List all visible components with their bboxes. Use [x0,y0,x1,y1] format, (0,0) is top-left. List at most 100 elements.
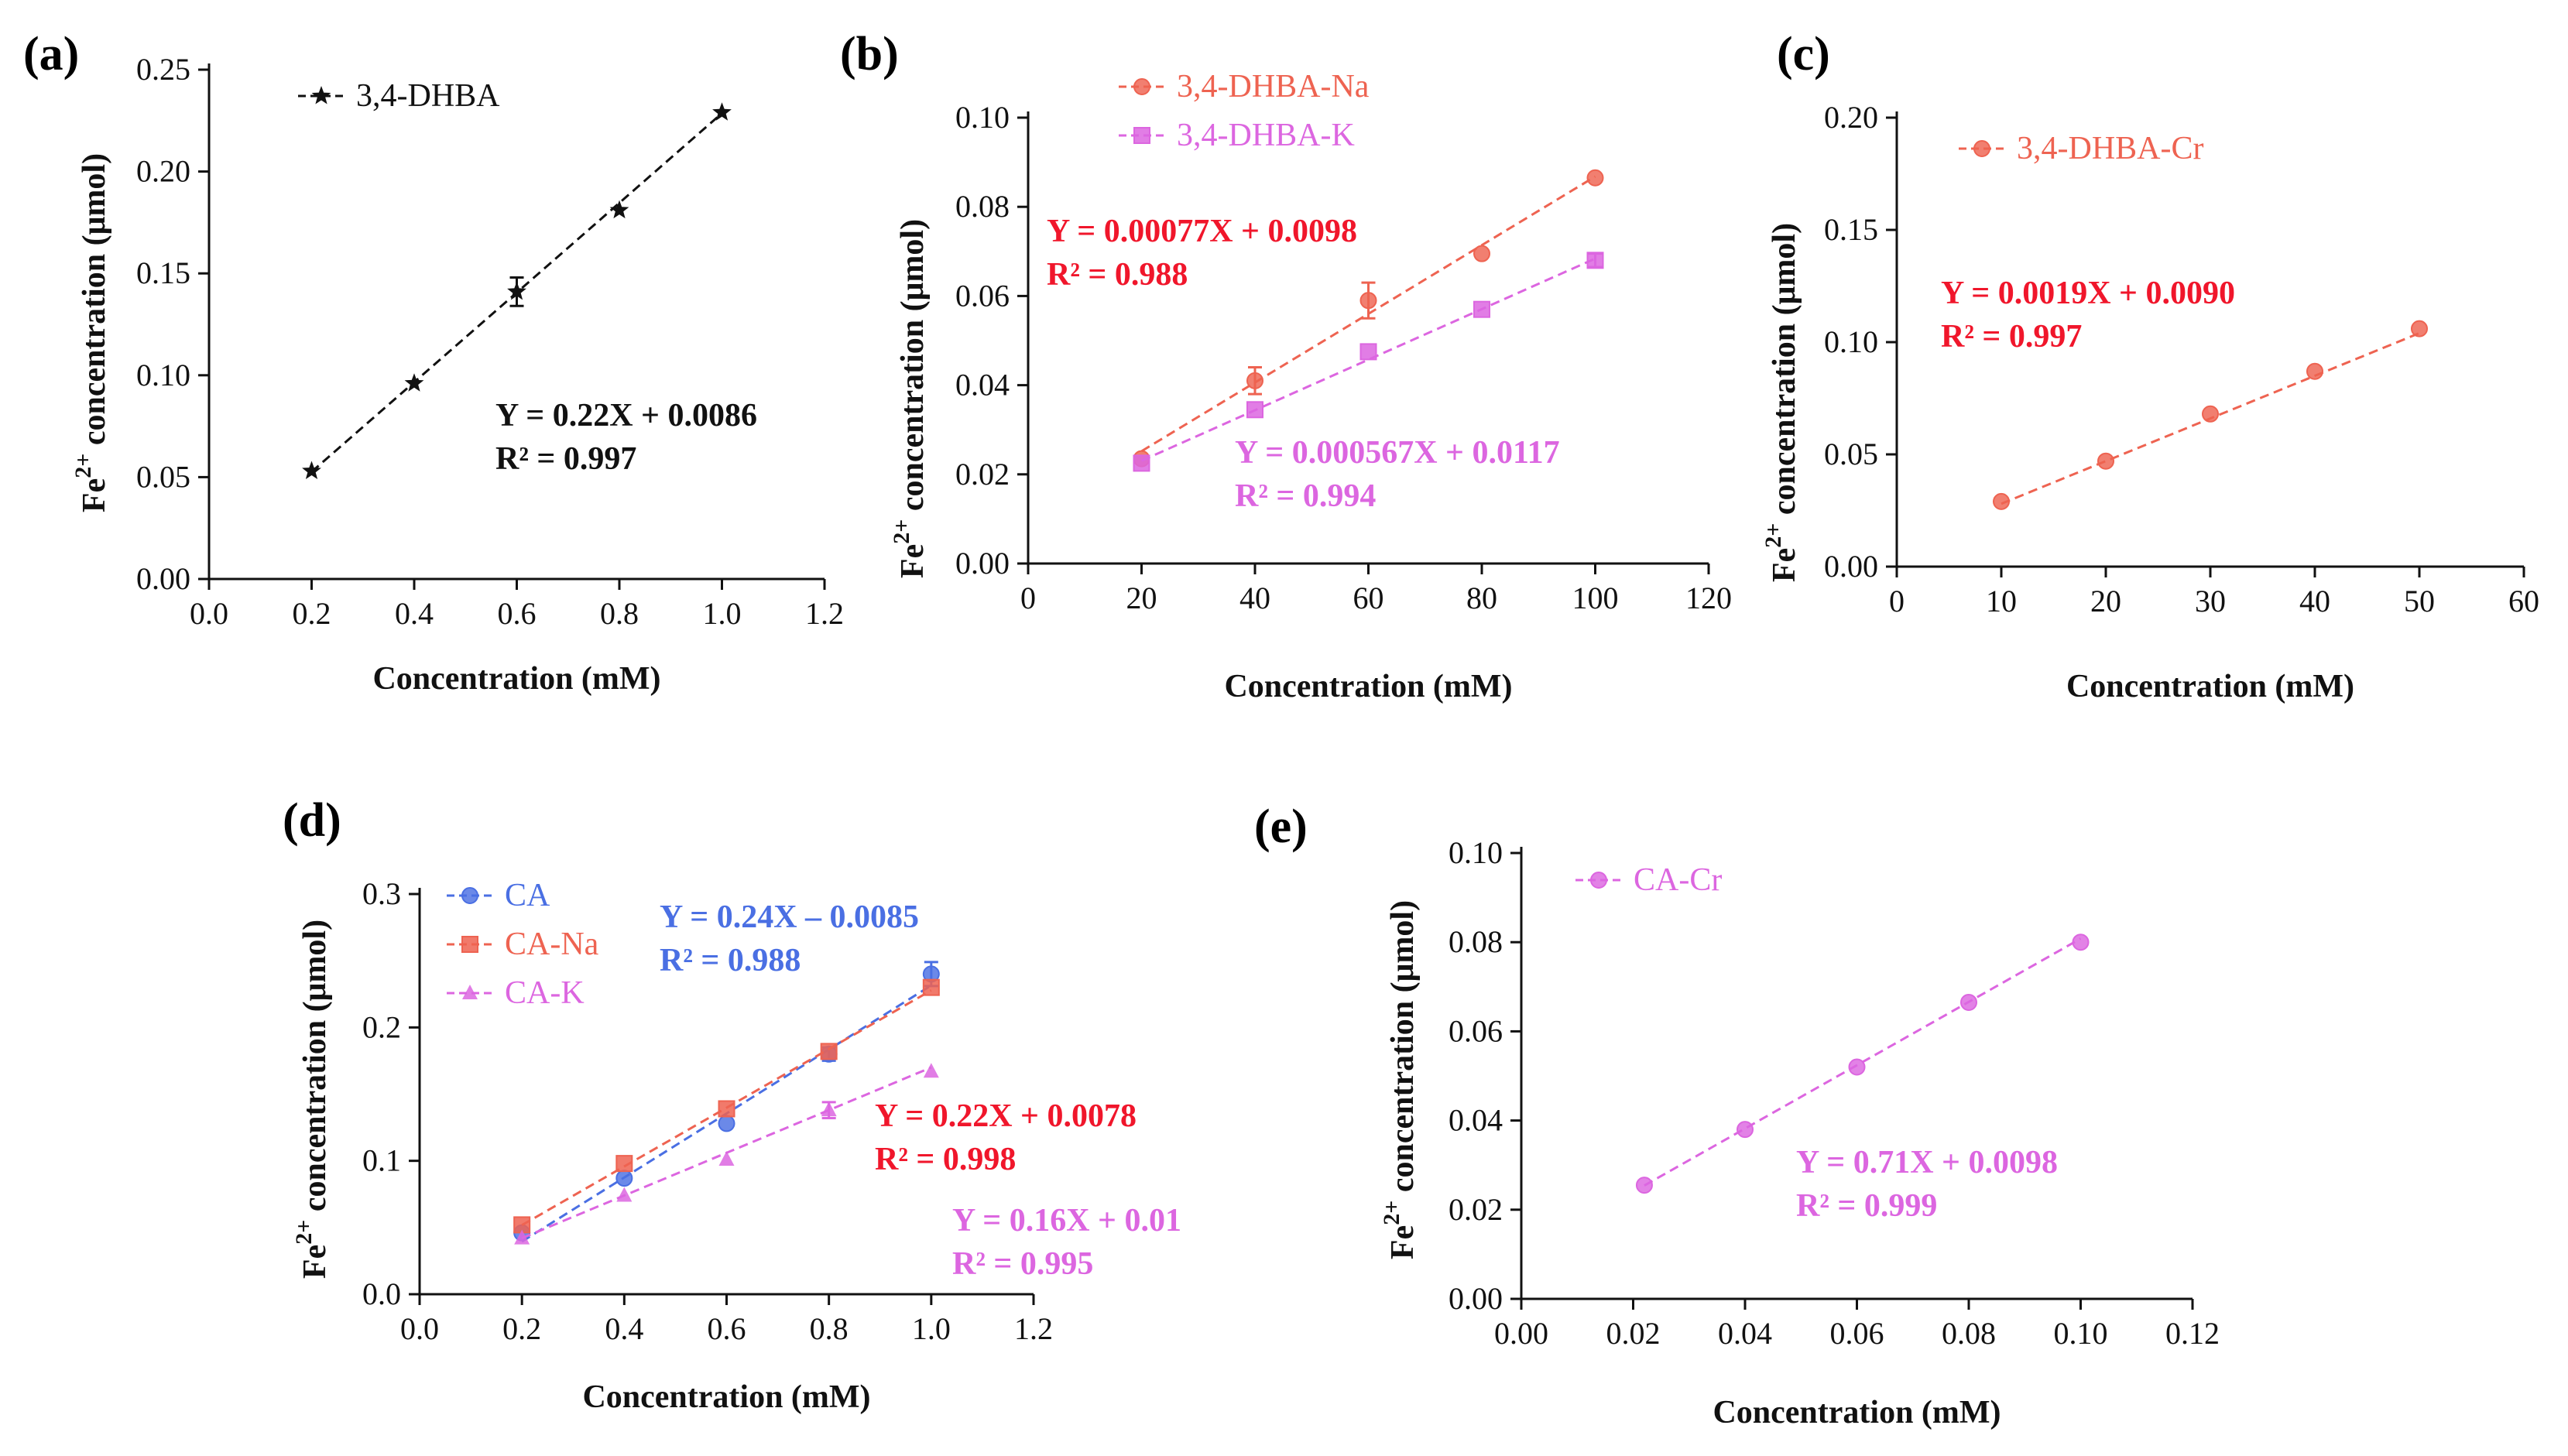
x-axis-title: Concentration (mM) [582,1379,870,1415]
legend-entry: 3,4-DHBA-Cr [1959,131,2203,166]
legend-entry: CA [447,878,550,913]
legend-label: CA-Na [505,927,599,962]
y-tick-label: 0.15 [136,255,190,290]
y-tick-label: 0.0 [362,1276,401,1311]
legend-marker [311,86,331,104]
x-tick-label: 30 [2195,584,2226,618]
data-point [609,200,629,219]
y-axis-title: Fe2+ concentration (μmol) [291,920,333,1279]
legend-label: 3,4-DHBA-Na [1177,69,1370,104]
fit-equation: Y = 0.22X + 0.0086 [495,398,757,433]
x-tick-label: 0.2 [293,596,331,631]
x-tick-label: 80 [1466,581,1497,615]
data-point [1586,169,1604,187]
y-tick-label: 0.15 [1824,212,1878,247]
x-tick-label: 100 [1572,581,1619,615]
fit-equation: Y = 0.16X + 0.01 [952,1203,1181,1238]
y-tick-label: 0.10 [1824,324,1878,359]
data-point [1993,492,2010,510]
x-tick-label: 0.0 [400,1311,439,1346]
data-point [615,1155,633,1173]
legend-label: 3,4-DHBA [356,78,500,114]
chart-panel-b: (b) 0 20 40 60 80 100 120 0.00 0.02 0.04 0.06 0.08 0.… [840,28,1732,704]
x-tick-label: 40 [2299,584,2330,618]
legend-label: CA-K [505,975,585,1011]
legend-entry: 3,4-DHBA [298,78,500,114]
legend-entry: CA-K [447,975,585,1011]
data-point [820,1043,838,1060]
chart-panel-a: (a) 0.0 0.2 0.4 0.6 0.8 1.0 1.2 0.00 0.05 0.10 0.15… [23,28,844,697]
data-point [821,1101,837,1117]
fit-line [1140,257,1596,462]
x-tick-label: 0.0 [190,596,228,631]
legend-entry: CA-Cr [1575,862,1722,898]
x-tick-label: 0.6 [708,1311,746,1346]
data-point [1960,993,1977,1011]
x-tick-label: 50 [2404,584,2435,618]
data-point [1246,401,1263,419]
legend-marker [1973,140,1990,157]
x-axis-title: Concentration (mM) [2066,669,2354,704]
fit-equation: Y = 0.24X – 0.0085 [660,899,919,935]
r-squared: R² = 0.998 [875,1142,1016,1177]
data-point [1359,292,1377,310]
y-tick-label: 0.2 [362,1009,401,1044]
legend-label: 3,4-DHBA-Cr [2017,131,2203,166]
legend-marker [1133,127,1150,144]
x-tick-label: 40 [1239,581,1270,615]
y-tick-label: 0.08 [955,189,1010,224]
panel-label: (e) [1254,800,1308,853]
legend-entry: CA-Na [447,927,599,962]
y-axis-title: Fe2+ concentration (μmol) [70,153,112,512]
y-tick-label: 0.00 [955,546,1010,581]
data-point [718,1115,735,1132]
series-ca-cr [1635,934,2090,1194]
data-point [2202,405,2219,423]
panel-label: (c) [1777,28,1830,81]
legend-marker [1590,872,1607,889]
data-point [923,1063,939,1078]
y-tick-label: 0.00 [1449,1281,1503,1316]
x-tick-label: 0.4 [605,1311,643,1346]
data-point [2411,320,2428,337]
series-3-4-dhba-k [1133,252,1604,472]
x-tick-label: 0 [1020,581,1036,615]
y-tick-label: 0.1 [362,1143,401,1178]
x-tick-label: 0.6 [498,596,537,631]
y-tick-label: 0.06 [955,278,1010,313]
y-axis-title: Fe2+ concentration (μmol) [1379,900,1421,1259]
legend-entry: 3,4-DHBA-K [1119,118,1355,153]
x-tick-label: 0.06 [1830,1316,1884,1351]
legend-marker [462,985,478,999]
legend-marker [461,936,478,953]
legend-label: CA [505,878,550,913]
x-axis-title: Concentration (mM) [372,661,660,697]
data-point [1473,300,1490,318]
panel-label: (d) [283,794,341,847]
y-tick-label: 0.08 [1449,924,1503,959]
x-tick-label: 0.00 [1494,1316,1548,1351]
x-tick-label: 0.04 [1718,1316,1772,1351]
chart-panel-d: (d) 0.0 0.2 0.4 0.6 0.8 1.0 1.2 0.0 0.1 0.2 0.3 Conc… [283,794,1181,1415]
y-axis-title: Fe2+ concentration (μmol) [1761,223,1802,582]
x-tick-label: 0.10 [2054,1316,2108,1351]
fit-equation: Y = 0.000567X + 0.0117 [1235,435,1560,471]
data-point [2097,452,2114,470]
data-point [922,978,940,996]
x-tick-label: 1.0 [912,1311,951,1346]
y-tick-label: 0.02 [1449,1192,1503,1227]
data-point [1133,454,1150,472]
data-point [1737,1121,1754,1139]
r-squared: R² = 0.995 [952,1246,1093,1282]
fit-equation: Y = 0.71X + 0.0098 [1796,1145,2058,1180]
x-tick-label: 0.4 [395,596,434,631]
data-point [1473,245,1490,262]
x-tick-label: 10 [1986,584,2017,618]
y-tick-label: 0.20 [136,154,190,189]
y-tick-label: 0.05 [1824,437,1878,471]
x-tick-label: 60 [2508,584,2539,618]
y-tick-label: 0.10 [136,358,190,392]
data-point [616,1187,633,1202]
x-axis-title: Concentration (mM) [1713,1395,2001,1430]
